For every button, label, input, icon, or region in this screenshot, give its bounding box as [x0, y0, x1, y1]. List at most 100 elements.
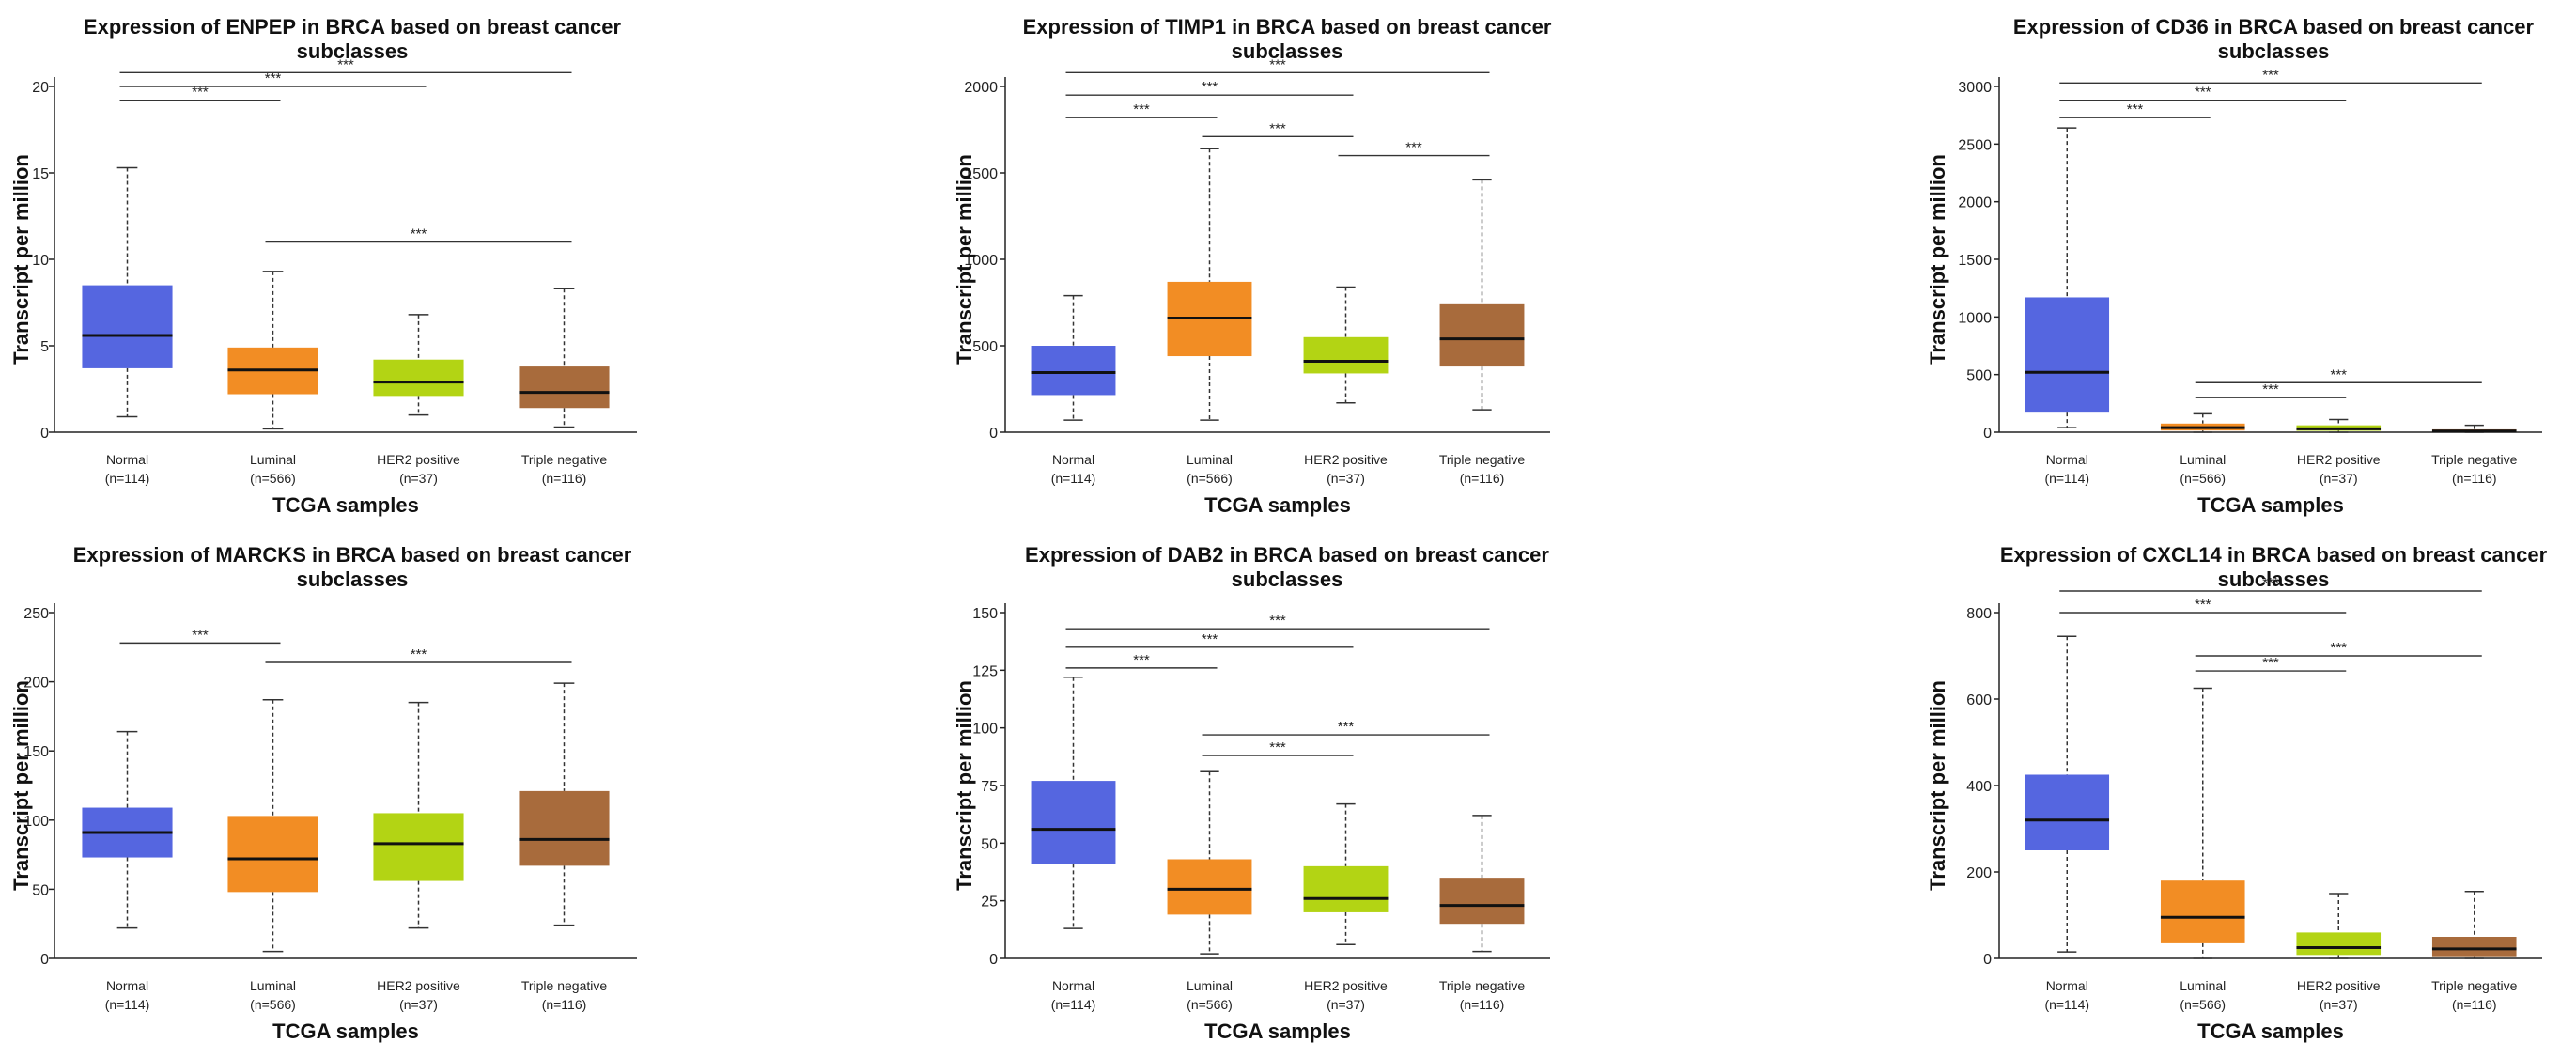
category-n-label: (n=114)	[105, 997, 150, 1012]
box-triple-negative	[1439, 179, 1525, 411]
category-label: HER2 positive	[1304, 978, 1388, 993]
y-tick-label: 2500	[1958, 137, 1992, 153]
iqr-box	[519, 790, 610, 866]
y-tick-label: 1000	[1958, 310, 1992, 326]
box-her2-positive	[2296, 893, 2382, 959]
box-normal	[1031, 294, 1116, 421]
y-tick-label: 200	[23, 676, 49, 692]
iqr-box	[1303, 865, 1389, 912]
box-triple-negative	[519, 682, 610, 926]
iqr-box	[1439, 303, 1525, 367]
chart-panel-6: Expression of CXCL14 in BRCA based on br…	[1926, 543, 2548, 1043]
y-tick-label: 100	[23, 814, 49, 830]
box-normal	[82, 166, 173, 418]
significance-label: ***	[1269, 120, 1286, 136]
box-triple-negative	[2431, 424, 2517, 433]
category-label: Normal	[1052, 452, 1094, 467]
category-n-label: (n=37)	[399, 471, 438, 486]
y-tick-label: 150	[972, 606, 998, 622]
box-triple-negative	[1439, 815, 1525, 953]
chart-title: Expression of MARCKS in BRCA based on br…	[73, 543, 632, 567]
box-her2-positive	[1303, 802, 1389, 946]
category-label: Normal	[2046, 452, 2088, 467]
category-label: HER2 positive	[2297, 452, 2381, 467]
category-n-label: (n=566)	[2180, 997, 2226, 1012]
significance-label: ***	[2262, 67, 2279, 83]
significance-label: ***	[2262, 381, 2279, 397]
box-triple-negative	[519, 288, 610, 428]
y-tick-label: 10	[32, 253, 49, 269]
y-axis-label: Transcript per million	[953, 680, 976, 891]
y-axis-label: Transcript per million	[953, 154, 976, 365]
y-tick-label: 15	[32, 166, 49, 182]
chart-panel-1: Expression of ENPEP in BRCA based on bre…	[9, 15, 637, 517]
category-n-label: (n=116)	[1460, 471, 1505, 486]
y-tick-label: 0	[989, 952, 998, 968]
significance-label: ***	[2127, 101, 2144, 117]
box-her2-positive	[1303, 286, 1389, 404]
x-axis-label: TCGA samples	[1204, 1019, 1351, 1043]
iqr-box	[2160, 880, 2245, 943]
significance-label: ***	[2262, 655, 2279, 671]
significance-label: ***	[1269, 56, 1286, 72]
category-label: Normal	[1052, 978, 1094, 993]
chart-panel-3: Expression of CD36 in BRCA based on brea…	[1926, 15, 2542, 517]
box-luminal	[1167, 770, 1252, 955]
category-label: Normal	[2046, 978, 2088, 993]
category-n-label: (n=116)	[1460, 997, 1505, 1012]
iqr-box	[227, 816, 318, 893]
significance-label: ***	[1405, 140, 1422, 156]
x-axis-label: TCGA samples	[2197, 493, 2344, 517]
y-tick-label: 150	[23, 744, 49, 760]
y-tick-label: 0	[40, 426, 49, 442]
y-tick-label: 1500	[964, 166, 998, 182]
y-tick-label: 200	[1966, 865, 1992, 881]
significance-label: ***	[2330, 366, 2347, 382]
category-n-label: (n=37)	[2320, 471, 2358, 486]
category-label: Luminal	[1187, 978, 1233, 993]
iqr-box	[2431, 937, 2517, 957]
category-label: Luminal	[250, 978, 296, 993]
category-n-label: (n=566)	[1187, 997, 1233, 1012]
category-n-label: (n=116)	[542, 997, 587, 1012]
y-axis-label: Transcript per million	[9, 154, 33, 365]
significance-label: ***	[192, 627, 209, 643]
y-tick-label: 800	[1966, 606, 1992, 622]
y-tick-label: 125	[972, 663, 998, 679]
iqr-box	[373, 359, 464, 397]
y-tick-label: 250	[23, 606, 49, 622]
category-n-label: (n=37)	[1327, 471, 1365, 486]
y-tick-label: 50	[981, 836, 998, 852]
box-normal	[2025, 635, 2110, 953]
significance-label: ***	[265, 70, 282, 86]
y-tick-label: 75	[981, 779, 998, 795]
y-tick-label: 1500	[1958, 253, 1992, 269]
box-her2-positive	[373, 314, 464, 416]
chart-panel-5: Expression of DAB2 in BRCA based on brea…	[953, 543, 1550, 1043]
iqr-box	[373, 813, 464, 881]
chart-title-line-2: subclasses	[1232, 39, 1343, 63]
box-normal	[2025, 127, 2110, 428]
box-luminal	[1167, 148, 1252, 421]
y-axis-label: Transcript per million	[1926, 680, 1949, 891]
category-label: HER2 positive	[377, 978, 460, 993]
y-tick-label: 2000	[1958, 195, 1992, 211]
category-label: HER2 positive	[1304, 452, 1388, 467]
significance-label: ***	[1269, 613, 1286, 629]
category-label: Luminal	[2180, 978, 2226, 993]
y-tick-label: 20	[32, 80, 49, 96]
category-n-label: (n=566)	[2180, 471, 2226, 486]
category-n-label: (n=114)	[1051, 471, 1096, 486]
significance-label: ***	[1338, 719, 1355, 735]
category-label: Triple negative	[1439, 978, 1526, 993]
chart-title: Expression of CXCL14 in BRCA based on br…	[2000, 543, 2548, 567]
iqr-box	[82, 285, 173, 368]
y-axis-label: Transcript per million	[1926, 154, 1949, 365]
box-her2-positive	[373, 701, 464, 929]
category-label: Triple negative	[521, 452, 608, 467]
chart-title-line-2: subclasses	[2218, 568, 2330, 591]
significance-label: ***	[2195, 85, 2211, 101]
box-luminal	[227, 271, 318, 430]
category-label: Luminal	[1187, 452, 1233, 467]
box-normal	[1031, 676, 1116, 929]
